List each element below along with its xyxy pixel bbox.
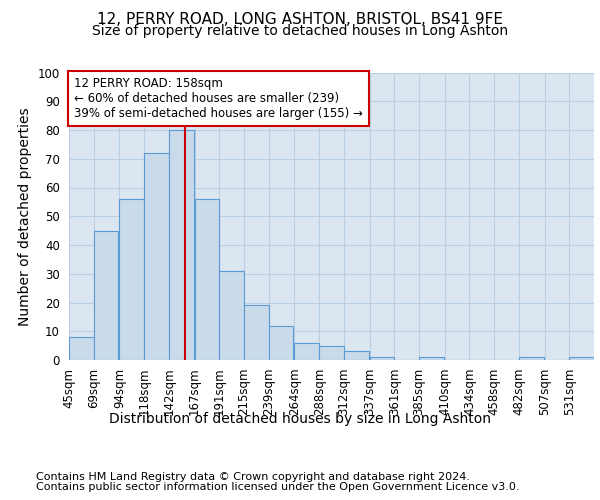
Bar: [295, 343, 319, 360]
Bar: [269, 326, 293, 360]
Text: 12, PERRY ROAD, LONG ASHTON, BRISTOL, BS41 9FE: 12, PERRY ROAD, LONG ASHTON, BRISTOL, BS…: [97, 12, 503, 28]
Y-axis label: Number of detached properties: Number of detached properties: [18, 107, 32, 326]
Bar: [94, 230, 118, 360]
Bar: [119, 199, 144, 360]
Bar: [319, 346, 344, 360]
Bar: [519, 357, 544, 360]
Bar: [144, 153, 169, 360]
Text: 12 PERRY ROAD: 158sqm
← 60% of detached houses are smaller (239)
39% of semi-det: 12 PERRY ROAD: 158sqm ← 60% of detached …: [74, 77, 363, 120]
Bar: [344, 352, 368, 360]
Text: Distribution of detached houses by size in Long Ashton: Distribution of detached houses by size …: [109, 412, 491, 426]
Bar: [69, 337, 94, 360]
Bar: [169, 130, 194, 360]
Text: Size of property relative to detached houses in Long Ashton: Size of property relative to detached ho…: [92, 24, 508, 38]
Text: Contains HM Land Registry data © Crown copyright and database right 2024.: Contains HM Land Registry data © Crown c…: [36, 472, 470, 482]
Bar: [370, 357, 394, 360]
Bar: [419, 357, 444, 360]
Bar: [244, 306, 269, 360]
Bar: [194, 199, 219, 360]
Bar: [569, 357, 594, 360]
Bar: [219, 271, 244, 360]
Text: Contains public sector information licensed under the Open Government Licence v3: Contains public sector information licen…: [36, 482, 520, 492]
